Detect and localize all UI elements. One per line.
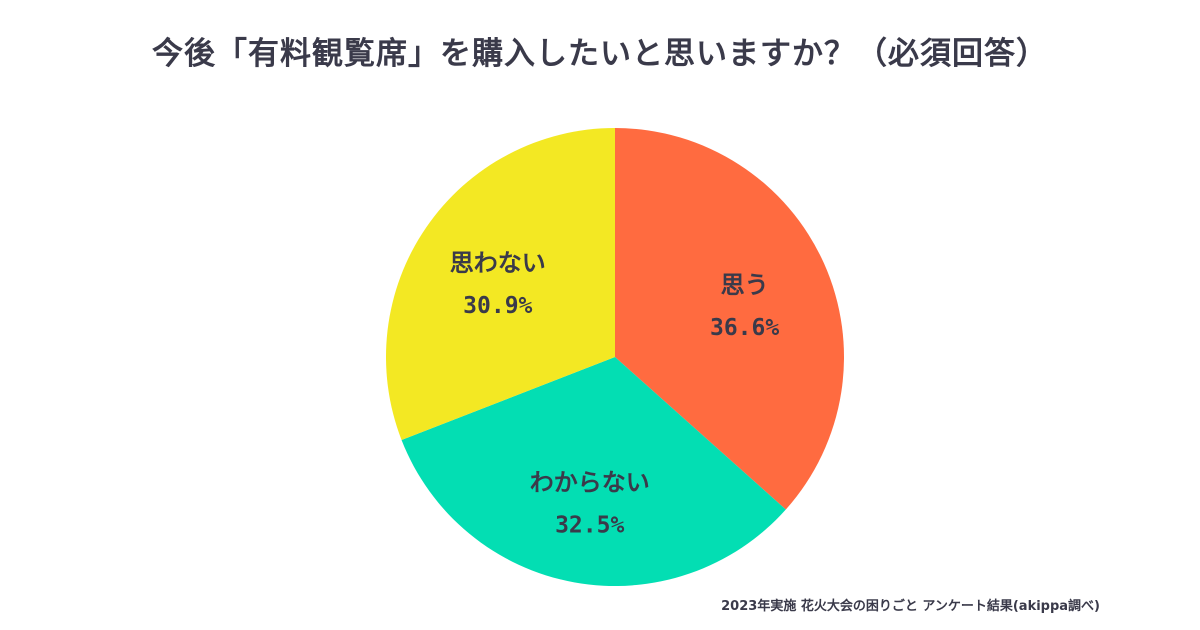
slice-label-wakaranai: わからない: [530, 469, 650, 497]
slice-value-omowanai: 30.9%: [463, 293, 532, 319]
pie-slice-wakaranai: [401, 357, 786, 586]
slice-value-wakaranai: 32.5%: [555, 513, 624, 539]
slice-label-omou: 思う: [721, 271, 769, 299]
slice-value-omou: 36.6%: [710, 315, 779, 341]
chart-title: 今後「有料観覧席」を購入したいと思いますか？（必須回答）: [152, 36, 1048, 72]
pie-slice-omou: [615, 128, 845, 510]
slice-label-omowanai: 思わない: [450, 249, 546, 277]
pie-slice-omowanai: [386, 128, 615, 440]
source-note: 2023年実施 花火大会の困りごと アンケート結果(akippa調べ): [721, 599, 1100, 614]
